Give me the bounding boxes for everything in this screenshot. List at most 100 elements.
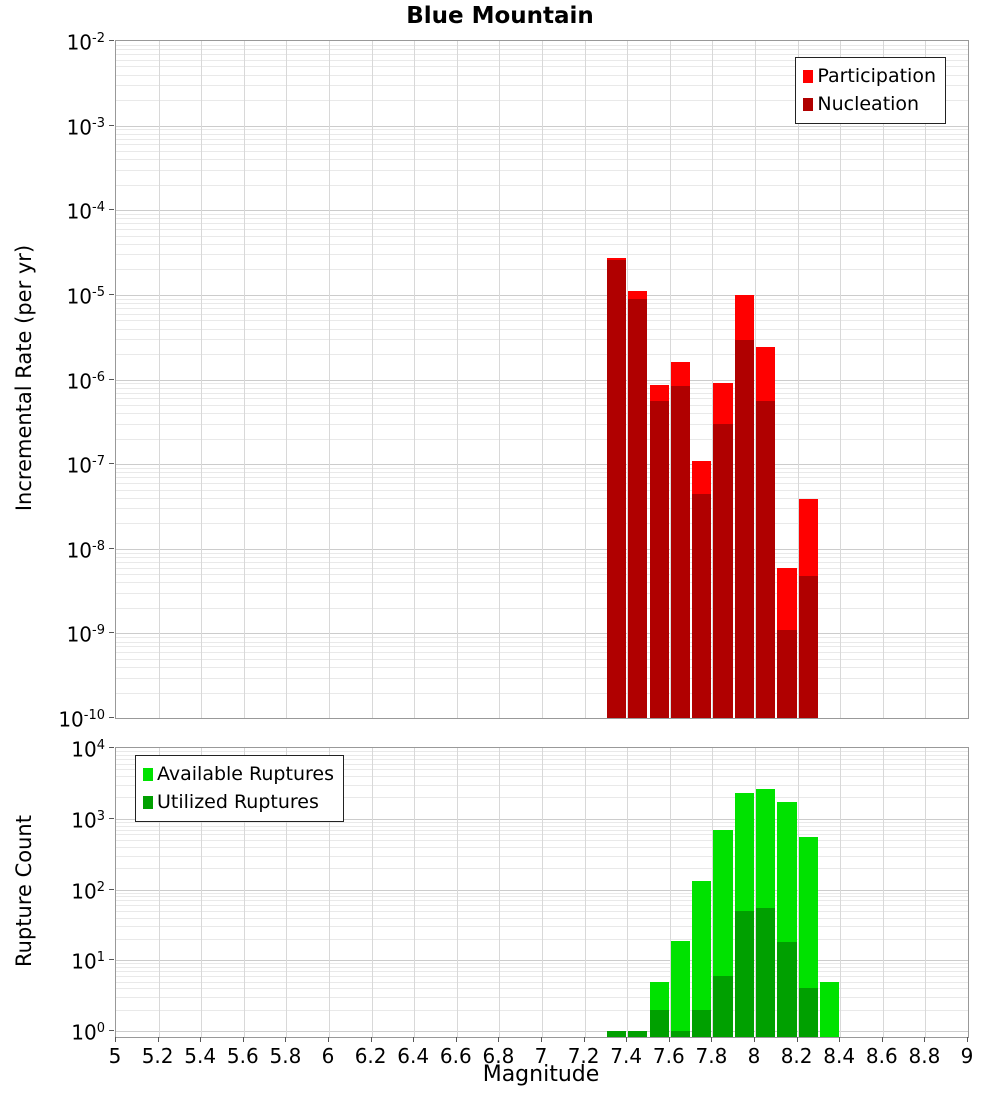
legend-swatch-utilized-ruptures (143, 795, 153, 809)
x-tick-label: 8 (747, 1044, 761, 1068)
x-tick-label: 6.2 (354, 1044, 387, 1068)
legend-entry: Available Ruptures (143, 760, 334, 788)
bar-utilized-ruptures (798, 988, 818, 1037)
x-tick-mark (796, 1037, 798, 1042)
bar-nucleation (777, 629, 797, 718)
vertical-gridline (797, 41, 799, 718)
vertical-gridline (499, 748, 501, 1037)
legend-entry: Nucleation (803, 90, 936, 118)
bar-nucleation (692, 494, 712, 718)
x-tick-label: 5.6 (226, 1044, 259, 1068)
y-tick-mark (109, 463, 114, 465)
vertical-gridline (627, 41, 629, 718)
vertical-gridline (925, 41, 927, 718)
legend-swatch-participation (803, 69, 814, 83)
y-tick-mark (109, 1030, 114, 1031)
legend-swatch-available-ruptures (143, 767, 153, 781)
vertical-gridline (201, 748, 203, 1037)
vertical-gridline (414, 748, 416, 1037)
x-tick-mark (967, 1037, 968, 1042)
x-tick-label: 6.8 (482, 1044, 515, 1068)
bar-utilized-ruptures (628, 1031, 648, 1037)
vertical-gridline (925, 748, 927, 1037)
vertical-gridline (840, 41, 842, 718)
vertical-gridline (243, 748, 245, 1037)
bar-nucleation (628, 298, 648, 718)
y-tick-label: 10-3 (66, 115, 105, 140)
x-tick-label: 7.2 (567, 1044, 600, 1068)
legend-entry: Utilized Ruptures (143, 788, 334, 816)
y-tick-mark (109, 209, 114, 211)
bar-utilized-ruptures (670, 1031, 691, 1037)
bar-utilized-ruptures (692, 1009, 712, 1037)
vertical-gridline (755, 41, 756, 718)
y-tick-mark (109, 124, 114, 126)
vertical-gridline (456, 748, 458, 1037)
vertical-gridline (286, 41, 288, 718)
x-tick-label: 7.4 (610, 1044, 643, 1068)
rate-legend: Participation Nucleation (795, 57, 946, 124)
y-axis-label-rupture-count: Rupture Count (12, 815, 36, 967)
bar-nucleation (798, 575, 818, 718)
chart-title: Blue Mountain (406, 3, 594, 29)
vertical-gridline (584, 748, 586, 1037)
vertical-gridline (882, 41, 884, 718)
vertical-gridline (329, 41, 330, 718)
y-tick-mark (109, 747, 114, 748)
x-tick-mark (668, 1037, 670, 1042)
y-axis-label-incremental-rate: Incremental Rate (per yr) (12, 244, 36, 512)
y-tick-mark (109, 40, 114, 41)
y-tick-label: 10-9 (66, 623, 105, 648)
y-tick-label: 10-4 (66, 199, 105, 224)
x-tick-mark (881, 1037, 883, 1042)
vertical-gridline (712, 748, 714, 1037)
x-tick-mark (711, 1037, 713, 1042)
x-axis-label-magnitude: Magnitude (482, 1062, 600, 1087)
vertical-gridline (755, 748, 756, 1037)
x-tick-label: 6.4 (397, 1044, 430, 1068)
bar-nucleation (756, 401, 776, 718)
x-tick-mark (157, 1037, 159, 1042)
vertical-gridline (286, 748, 288, 1037)
vertical-gridline (542, 41, 543, 718)
vertical-gridline (371, 41, 373, 718)
y-tick-mark (109, 547, 114, 549)
x-tick-label: 6.6 (439, 1044, 472, 1068)
bar-available-ruptures (670, 940, 691, 1037)
vertical-gridline (414, 41, 416, 718)
vertical-gridline (669, 41, 671, 718)
vertical-gridline (499, 41, 501, 718)
y-tick-mark (109, 717, 114, 718)
x-tick-mark (370, 1037, 372, 1042)
x-tick-mark (242, 1037, 244, 1042)
x-tick-label: 8.8 (908, 1044, 941, 1068)
bar-available-ruptures (692, 881, 712, 1037)
y-tick-mark (109, 378, 114, 380)
legend-label: Utilized Ruptures (157, 791, 319, 813)
legend-label: Nucleation (817, 93, 920, 115)
x-tick-label: 5.8 (269, 1044, 302, 1068)
x-tick-mark (839, 1037, 841, 1042)
x-tick-label: 5.2 (141, 1044, 174, 1068)
bar-nucleation (713, 423, 733, 718)
x-tick-mark (285, 1037, 287, 1042)
x-tick-label: 5.4 (184, 1044, 217, 1068)
x-tick-mark (541, 1037, 542, 1042)
x-tick-mark (413, 1037, 415, 1042)
legend-label: Participation (817, 65, 936, 87)
x-tick-label: 7.6 (652, 1044, 685, 1068)
x-tick-label: 8.4 (823, 1044, 856, 1068)
y-tick-label: 10-6 (66, 369, 105, 394)
x-tick-label: 5 (108, 1044, 122, 1068)
bar-utilized-ruptures (606, 1031, 627, 1037)
bar-utilized-ruptures (734, 910, 754, 1037)
y-tick-label: 100 (71, 1020, 105, 1045)
x-tick-label: 6 (321, 1044, 335, 1068)
bar-utilized-ruptures (777, 942, 797, 1037)
x-tick-mark (498, 1037, 500, 1042)
vertical-gridline (669, 748, 671, 1037)
y-tick-label: 10-8 (66, 538, 105, 563)
x-tick-mark (200, 1037, 202, 1042)
bar-nucleation (734, 340, 754, 718)
x-tick-label: 8.6 (865, 1044, 898, 1068)
